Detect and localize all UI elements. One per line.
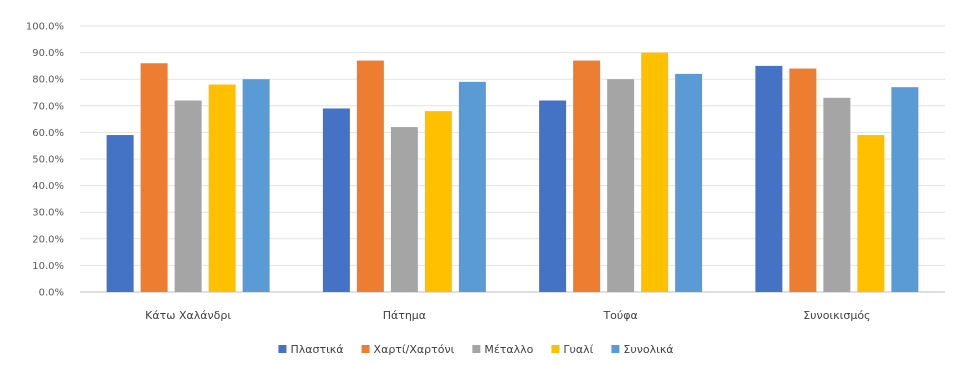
x-axis-category-labels: Κάτω Χαλάνδρι Πάτημα Τούφα Συνοικισμός	[145, 309, 870, 322]
y-tick-label: 90.0%	[32, 48, 64, 59]
bar	[424, 111, 452, 293]
x-category-label: Κάτω Χαλάνδρι	[145, 309, 231, 322]
bar	[789, 68, 817, 292]
legend-swatch	[611, 345, 620, 353]
legend-item: Χαρτί/Χαρτόνι	[361, 343, 455, 356]
bar	[140, 63, 168, 292]
bar	[539, 100, 567, 292]
bar	[322, 108, 350, 293]
bar	[242, 79, 270, 292]
bar	[208, 84, 236, 293]
bar	[891, 87, 919, 293]
y-tick-label: 30.0%	[32, 208, 64, 219]
y-tick-label: 60.0%	[32, 128, 64, 139]
bar	[458, 81, 486, 292]
legend-swatch	[472, 345, 481, 353]
y-tick-label: 50.0%	[32, 155, 64, 166]
y-axis-tick-labels: 0.0% 10.0% 20.0% 30.0% 40.0% 50.0% 60.0% 70.0% 8…	[26, 22, 64, 299]
legend-swatch	[551, 345, 560, 353]
y-tick-label: 20.0%	[32, 234, 64, 245]
bars	[106, 52, 919, 293]
bar	[607, 79, 635, 292]
legend-swatch	[278, 345, 287, 353]
legend-item: Πλαστικά	[278, 343, 344, 356]
x-category-label: Τούφα	[602, 309, 637, 322]
y-tick-label: 10.0%	[32, 261, 64, 272]
legend-swatch	[361, 345, 370, 353]
legend-item: Μέταλλο	[472, 343, 534, 356]
y-tick-label: 40.0%	[32, 181, 64, 192]
bar	[675, 73, 703, 292]
legend-label: Συνολικά	[623, 343, 673, 356]
bar	[390, 127, 418, 292]
bar	[823, 97, 851, 292]
legend-item: Συνολικά	[611, 343, 674, 356]
legend-label: Πλαστικά	[290, 343, 343, 356]
bar	[356, 60, 384, 292]
legend-item: Γυαλί	[551, 343, 594, 356]
legend-label: Γυαλί	[563, 343, 593, 356]
bar	[755, 65, 783, 293]
bar	[641, 52, 669, 292]
y-tick-label: 80.0%	[32, 75, 64, 86]
bar	[857, 135, 885, 292]
bar	[573, 60, 601, 292]
x-category-label: Συνοικισμός	[803, 309, 870, 322]
y-tick-label: 70.0%	[32, 101, 64, 112]
legend-label: Μέταλλο	[484, 343, 533, 356]
bar	[106, 135, 134, 292]
legend: Πλαστικά Χαρτί/Χαρτόνι Μέταλλο Γυαλί Συνολικ…	[278, 343, 674, 356]
legend-label: Χαρτί/Χαρτόνι	[374, 343, 455, 356]
bar	[174, 100, 202, 292]
x-category-label: Πάτημα	[383, 309, 426, 322]
y-tick-label: 100.0%	[26, 22, 64, 33]
y-tick-label: 0.0%	[39, 288, 64, 299]
